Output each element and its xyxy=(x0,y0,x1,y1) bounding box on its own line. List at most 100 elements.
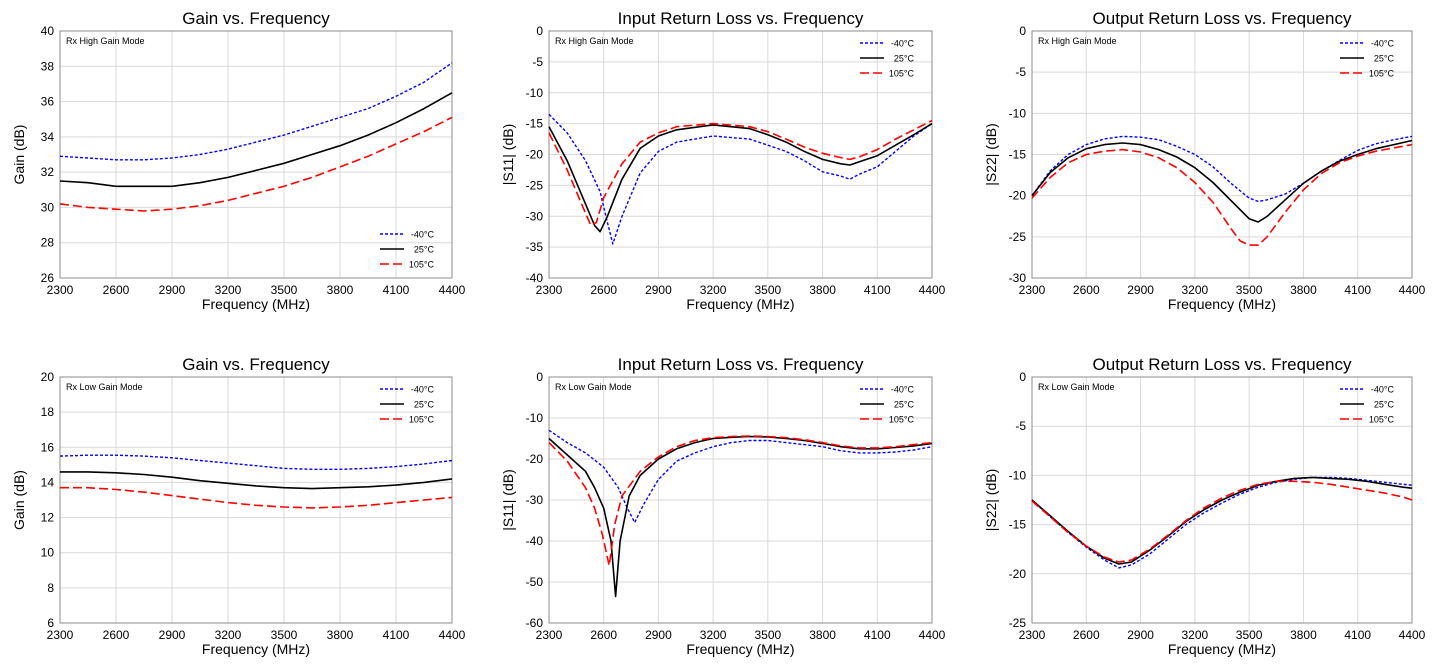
x-axis-label: Frequency (MHz) xyxy=(1168,641,1276,657)
y-tick-label: 0 xyxy=(536,24,543,38)
y-tick-label: 34 xyxy=(41,130,55,144)
y-tick-label: 6 xyxy=(47,616,54,630)
y-tick-label: 12 xyxy=(41,511,55,525)
x-tick-label: 3200 xyxy=(1182,283,1209,297)
y-tick-label: 28 xyxy=(41,236,55,250)
chart-title: Gain vs. Frequency xyxy=(182,9,330,28)
chart-panel-4: 2300 2600 2900 3200 3500 3800 4100 4400 6 8 10 12 14… xyxy=(11,355,466,657)
plot-frame xyxy=(548,30,933,279)
y-tick-label: 16 xyxy=(41,440,55,454)
series-line-1 xyxy=(59,454,453,470)
y-tick-label: -10 xyxy=(1009,106,1027,120)
x-tick-label: 4400 xyxy=(1399,283,1426,297)
legend-label: -40°C xyxy=(1371,39,1395,49)
x-tick-label: 2600 xyxy=(590,628,617,642)
series-line-2 xyxy=(60,471,453,490)
mode-label: Rx High Gain Mode xyxy=(66,36,145,46)
x-tick-label: 3800 xyxy=(1290,628,1317,642)
legend-label: 25°C xyxy=(1374,400,1395,410)
legend-label: -40°C xyxy=(1371,385,1395,395)
chart-panel-1: 2300 2600 2900 3200 3500 3800 4100 4400 26 28 30 32… xyxy=(11,9,466,312)
y-tick-label: -10 xyxy=(1009,468,1027,482)
series-line-3 xyxy=(60,486,453,509)
x-tick-label: 4400 xyxy=(919,628,946,642)
y-tick-label: 36 xyxy=(41,95,55,109)
mode-label: Rx High Gain Mode xyxy=(1038,36,1117,46)
y-tick-label: -5 xyxy=(1015,419,1026,433)
x-tick-label: 3200 xyxy=(215,628,242,642)
y-tick-label: 0 xyxy=(536,370,543,384)
legend-label: 105°C xyxy=(1369,69,1395,79)
x-tick-label: 4100 xyxy=(383,283,410,297)
y-tick-label: -10 xyxy=(526,411,544,425)
y-tick-label: 8 xyxy=(47,581,54,595)
x-tick-label: 3500 xyxy=(271,628,298,642)
series-line-2 xyxy=(59,92,453,188)
chart-title: Input Return Loss vs. Frequency xyxy=(618,9,864,28)
y-tick-label: -10 xyxy=(526,86,544,100)
chart-panel-2: 2300 2600 2900 3200 3500 3800 4100 4400 -40 -35 -3… xyxy=(500,9,946,312)
y-tick-label: 10 xyxy=(41,546,55,560)
x-tick-label: 2600 xyxy=(103,283,130,297)
x-tick-label: 3200 xyxy=(215,283,242,297)
chart-title: Input Return Loss vs. Frequency xyxy=(618,355,864,374)
x-tick-label: 2900 xyxy=(645,283,672,297)
y-tick-label: -15 xyxy=(526,117,544,131)
legend-label: 105°C xyxy=(409,415,435,425)
x-tick-label: 4100 xyxy=(864,283,891,297)
x-tick-label: 3800 xyxy=(327,283,354,297)
x-tick-label: 2600 xyxy=(1073,283,1100,297)
y-tick-label: 30 xyxy=(41,200,55,214)
series-line-3 xyxy=(59,116,453,212)
legend-label: 105°C xyxy=(409,260,435,270)
series-line-2 xyxy=(548,435,933,598)
y-tick-label: -25 xyxy=(1009,616,1027,630)
y-tick-label: -30 xyxy=(1009,271,1027,285)
y-tick-label: -20 xyxy=(526,452,544,466)
x-tick-label: 2900 xyxy=(159,628,186,642)
x-axis-label: Frequency (MHz) xyxy=(202,296,310,312)
y-axis-label: Gain (dB) xyxy=(11,125,27,185)
x-tick-label: 4400 xyxy=(439,628,466,642)
legend-label: 25°C xyxy=(1374,54,1395,64)
series-line-2 xyxy=(1031,139,1413,223)
series-line-3 xyxy=(548,435,933,567)
mode-label: Rx Low Gain Mode xyxy=(66,382,143,392)
series-line-1 xyxy=(59,62,453,161)
x-tick-label: 3500 xyxy=(755,283,782,297)
plot-frame xyxy=(59,376,453,624)
chart-title: Output Return Loss vs. Frequency xyxy=(1093,355,1352,374)
y-axis-label: |S22| (dB) xyxy=(983,123,999,186)
y-tick-label: -20 xyxy=(1009,567,1027,581)
plot-frame xyxy=(59,30,453,279)
legend-label: -40°C xyxy=(891,385,915,395)
y-tick-label: -15 xyxy=(1009,518,1027,532)
y-tick-label: -5 xyxy=(532,55,543,69)
x-tick-label: 2600 xyxy=(590,283,617,297)
x-tick-label: 3500 xyxy=(1236,628,1263,642)
x-tick-label: 3500 xyxy=(1236,283,1263,297)
series-line-3 xyxy=(1031,143,1413,246)
mode-label: Rx High Gain Mode xyxy=(555,36,634,46)
x-tick-label: 3800 xyxy=(1290,283,1317,297)
series-line-1 xyxy=(1031,476,1413,569)
legend-label: -40°C xyxy=(891,39,915,49)
mode-label: Rx Low Gain Mode xyxy=(1038,382,1115,392)
y-axis-label: |S11| (dB) xyxy=(500,469,516,530)
y-tick-label: 20 xyxy=(41,370,55,384)
y-tick-label: -20 xyxy=(526,148,544,162)
series-line-3 xyxy=(1031,480,1413,563)
chart-title: Gain vs. Frequency xyxy=(182,355,330,374)
legend-label: 105°C xyxy=(889,415,915,425)
x-tick-label: 3800 xyxy=(809,283,836,297)
series-line-1 xyxy=(1031,135,1413,203)
y-tick-label: 0 xyxy=(1019,24,1026,38)
x-axis-label: Frequency (MHz) xyxy=(202,641,310,657)
x-tick-label: 3800 xyxy=(809,628,836,642)
y-tick-label: -20 xyxy=(1009,189,1027,203)
x-tick-label: 2900 xyxy=(1127,283,1154,297)
x-tick-label: 4400 xyxy=(439,283,466,297)
x-tick-label: 4400 xyxy=(919,283,946,297)
y-tick-label: 18 xyxy=(41,405,55,419)
